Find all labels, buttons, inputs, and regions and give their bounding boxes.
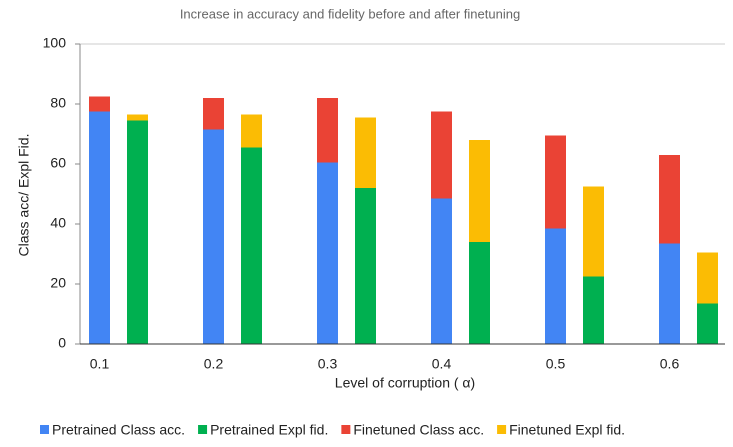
- bar: [355, 188, 376, 344]
- legend-swatch: [341, 425, 351, 434]
- bar: [431, 111, 452, 199]
- x-axis-label: Level of corruption ( α): [335, 375, 475, 391]
- bar: [317, 162, 338, 344]
- bar: [659, 155, 680, 244]
- y-tick-label: 100: [43, 35, 67, 51]
- x-tick-label: 0.6: [660, 356, 680, 372]
- x-tick-label: 0.1: [90, 356, 110, 372]
- legend-swatch: [40, 425, 49, 434]
- legend-label: Finetuned Expl fid.: [509, 422, 625, 438]
- bar: [583, 276, 604, 344]
- y-axis-label: Class acc/ Expl Fid.: [16, 134, 32, 257]
- bar: [317, 98, 338, 163]
- x-tick-label: 0.3: [318, 356, 338, 372]
- x-tick-label: 0.2: [204, 356, 224, 372]
- y-tick-label: 60: [50, 155, 66, 171]
- y-tick-label: 80: [50, 95, 66, 111]
- bar: [469, 140, 490, 242]
- bar: [469, 242, 490, 344]
- bar: [659, 243, 680, 344]
- bar: [697, 303, 718, 344]
- legend-label: Finetuned Class acc.: [353, 422, 484, 438]
- legend-swatch: [198, 425, 208, 434]
- bar: [431, 198, 452, 344]
- bar: [241, 147, 262, 344]
- bar: [545, 228, 566, 344]
- x-tick-label: 0.5: [546, 356, 566, 372]
- bar: [545, 135, 566, 229]
- bar: [203, 98, 224, 130]
- bar: [89, 96, 110, 112]
- bar: [127, 114, 148, 121]
- bar: [697, 252, 718, 304]
- legend-swatch: [497, 425, 507, 434]
- bar: [89, 111, 110, 344]
- y-tick-label: 20: [50, 275, 66, 291]
- y-tick-label: 40: [50, 215, 66, 231]
- legend-label: Pretrained Class acc.: [52, 422, 185, 438]
- bar: [127, 120, 148, 344]
- bar: [241, 114, 262, 148]
- chart-title: Increase in accuracy and fidelity before…: [180, 6, 520, 21]
- legend-label: Pretrained Expl fid.: [210, 422, 328, 438]
- bar: [203, 129, 224, 344]
- y-tick-label: 0: [58, 335, 66, 351]
- bar: [583, 186, 604, 277]
- x-tick-label: 0.4: [432, 356, 452, 372]
- bar: [355, 117, 376, 188]
